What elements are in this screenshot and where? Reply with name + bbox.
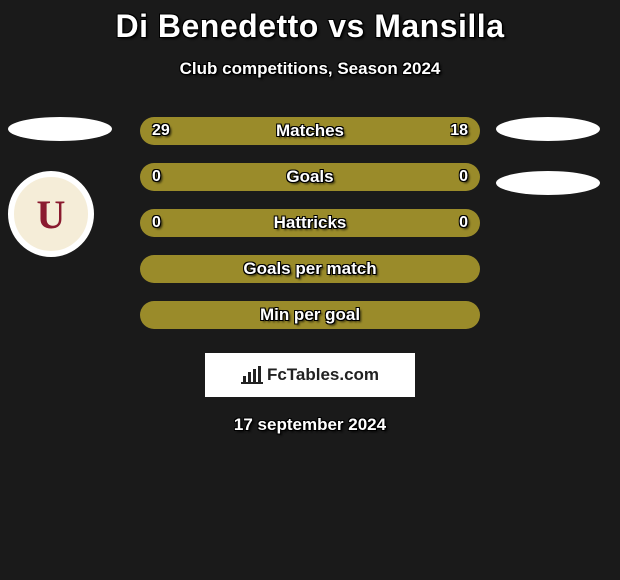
stat-right-value: 0 bbox=[459, 214, 468, 232]
stats-area: U 29 Matches 18 0 Goals 0 0 Hattricks 0 Goals per… bbox=[0, 117, 620, 329]
stat-bar: 29 Matches 18 bbox=[140, 117, 480, 145]
page-title: Di Benedetto vs Mansilla bbox=[116, 8, 505, 45]
ellipse-shape bbox=[496, 171, 600, 195]
ellipse-shape bbox=[496, 117, 600, 141]
club-badge-letter: U bbox=[37, 191, 66, 238]
page-subtitle: Club competitions, Season 2024 bbox=[180, 59, 441, 79]
stat-bar: Min per goal bbox=[140, 301, 480, 329]
stat-bar: 0 Hattricks 0 bbox=[140, 209, 480, 237]
left-side-graphics: U bbox=[8, 117, 112, 257]
right-side-graphics bbox=[496, 117, 600, 195]
stat-left-value: 0 bbox=[152, 214, 161, 232]
stat-label: Min per goal bbox=[260, 305, 360, 325]
stat-label: Matches bbox=[276, 121, 344, 141]
comparison-card: Di Benedetto vs Mansilla Club competitio… bbox=[0, 0, 620, 435]
stat-label: Goals bbox=[286, 167, 333, 187]
ellipse-shape bbox=[8, 117, 112, 141]
stat-bar: 0 Goals 0 bbox=[140, 163, 480, 191]
stats-list: 29 Matches 18 0 Goals 0 0 Hattricks 0 Goals per m… bbox=[140, 117, 480, 329]
date-label: 17 september 2024 bbox=[234, 415, 386, 435]
stat-left-value: 29 bbox=[152, 122, 170, 140]
stat-bar: Goals per match bbox=[140, 255, 480, 283]
logo-text: FcTables.com bbox=[267, 365, 379, 385]
stat-right-value: 18 bbox=[450, 122, 468, 140]
stat-right-value: 0 bbox=[459, 168, 468, 186]
club-badge: U bbox=[8, 171, 94, 257]
bar-chart-icon bbox=[241, 366, 263, 384]
stat-label: Goals per match bbox=[243, 259, 376, 279]
stat-left-value: 0 bbox=[152, 168, 161, 186]
logo-box: FcTables.com bbox=[205, 353, 415, 397]
stat-label: Hattricks bbox=[274, 213, 347, 233]
